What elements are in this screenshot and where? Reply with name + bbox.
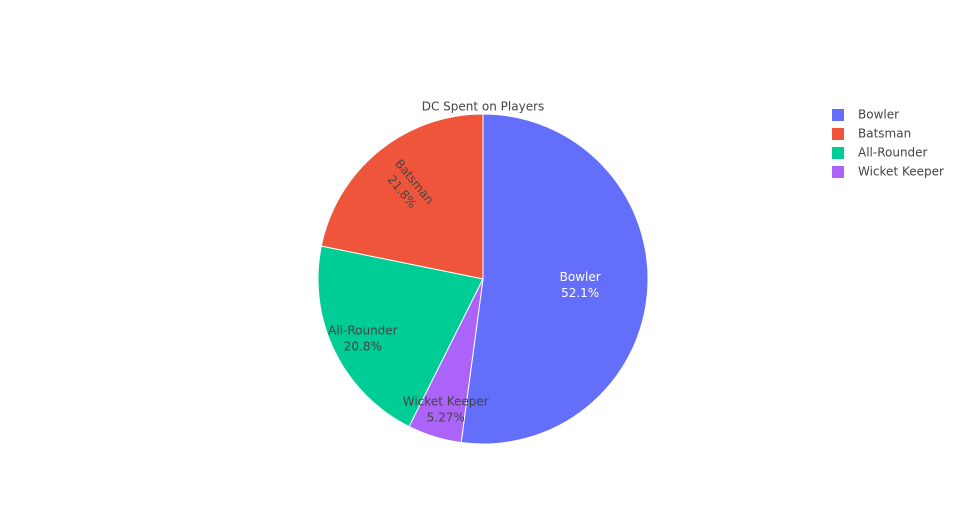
slice-label-name: All-Rounder <box>328 323 398 337</box>
slice-label-name: Wicket Keeper <box>403 394 489 408</box>
legend-label[interactable]: Bowler <box>858 108 899 122</box>
pie-slice <box>317 245 484 428</box>
legend-swatch[interactable] <box>832 109 844 121</box>
pie-slice <box>408 278 484 444</box>
chart-title: DC Spent on Players <box>422 100 545 114</box>
slice-label: Wicket Keeper 5.27% <box>403 394 489 424</box>
legend-label[interactable]: Wicket Keeper <box>858 165 944 179</box>
legend-swatch[interactable] <box>832 128 844 140</box>
slice-label: All-Rounder 20.8% <box>328 323 398 353</box>
legend-label[interactable]: Batsman <box>858 127 911 141</box>
legend-swatch[interactable] <box>832 147 844 159</box>
slice-label: Bowler 52.1% <box>560 270 601 300</box>
slice-label-percent: 5.27% <box>427 410 465 424</box>
slice-label-name: Bowler <box>560 270 601 284</box>
legend-label[interactable]: All-Rounder <box>858 146 928 160</box>
pie-slice <box>320 113 484 280</box>
pie-slice <box>460 113 649 445</box>
slice-label-percent: 20.8% <box>344 339 382 353</box>
slice-label-percent: 52.1% <box>561 286 599 300</box>
legend-swatch[interactable] <box>832 166 844 178</box>
